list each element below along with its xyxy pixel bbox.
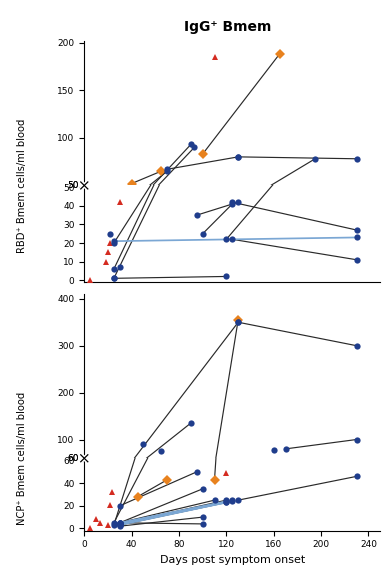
Text: 60: 60 bbox=[67, 454, 79, 463]
Text: 60: 60 bbox=[67, 454, 79, 463]
Text: IgG⁺ Bmem: IgG⁺ Bmem bbox=[184, 20, 271, 34]
Text: RBD⁺ Bmem cells/ml blood: RBD⁺ Bmem cells/ml blood bbox=[16, 118, 27, 253]
Text: 50: 50 bbox=[67, 181, 79, 190]
Text: 50: 50 bbox=[67, 181, 79, 190]
Text: NCP⁺ Bmem cells/ml blood: NCP⁺ Bmem cells/ml blood bbox=[16, 392, 27, 525]
X-axis label: Days post symptom onset: Days post symptom onset bbox=[160, 555, 305, 565]
